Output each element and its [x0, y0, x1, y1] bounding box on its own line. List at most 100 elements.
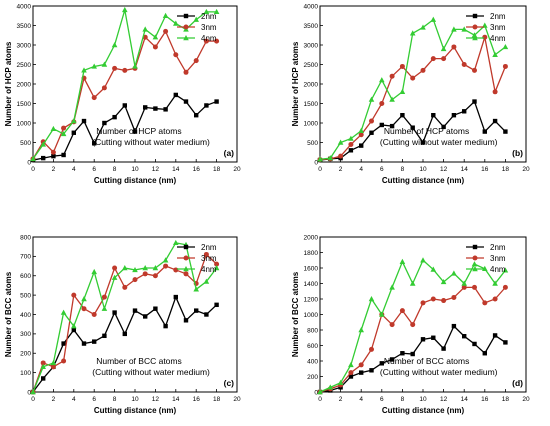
data-point [50, 359, 57, 366]
y-tick-label: 300 [20, 331, 31, 338]
legend-label: 2nm [490, 243, 506, 252]
data-point [482, 265, 488, 271]
y-tick-label: 3500 [304, 23, 319, 30]
data-point [203, 8, 210, 15]
data-point [338, 153, 344, 159]
data-point [173, 239, 179, 246]
y-tick-label: 2000 [304, 234, 319, 241]
data-point [214, 38, 220, 44]
data-point [472, 284, 477, 290]
series-line [32, 295, 218, 393]
legend-label: 2nm [201, 243, 217, 252]
y-tick-label: 1600 [304, 265, 319, 272]
data-point [461, 62, 467, 67]
series-2nm [317, 323, 508, 395]
data-point [60, 309, 67, 315]
y-tick-label: 3500 [17, 23, 32, 30]
data-point [92, 141, 97, 146]
x-tick-label: 6 [380, 396, 384, 403]
x-tick-label: 20 [522, 166, 530, 173]
data-point [111, 274, 118, 280]
data-point [102, 333, 107, 339]
data-point [420, 300, 426, 306]
data-point [472, 67, 477, 73]
data-point [431, 335, 436, 340]
data-point [91, 268, 97, 275]
data-point [143, 314, 148, 319]
data-point [379, 122, 384, 128]
data-point [153, 106, 158, 111]
data-point [327, 384, 334, 390]
annotation-title: Number of BCC atoms [384, 356, 470, 366]
data-point [71, 130, 76, 135]
data-point [502, 63, 508, 69]
data-point [203, 278, 210, 284]
legend-label: 4nm [490, 34, 506, 43]
legend-label: 4nm [201, 265, 217, 274]
data-point [430, 296, 436, 302]
data-point [203, 251, 209, 257]
data-point [431, 113, 436, 118]
x-axis-label: Cutting distance (nm) [382, 406, 465, 415]
data-point [368, 296, 375, 302]
data-point [142, 26, 148, 32]
data-point [502, 267, 509, 273]
data-point [51, 153, 56, 159]
data-point [81, 118, 87, 124]
data-point [152, 44, 158, 50]
data-point [61, 341, 66, 346]
legend-marker [472, 13, 478, 19]
data-point [122, 284, 128, 290]
data-point [163, 323, 168, 329]
data-point [71, 292, 77, 298]
data-point [503, 340, 508, 345]
data-point [317, 389, 323, 395]
legend-label: 3nm [490, 254, 506, 263]
data-point [132, 266, 138, 273]
y-axis-label: Number of BCC atoms [291, 271, 300, 357]
data-point [400, 113, 405, 118]
annotation-subtitle: (Cutting without water medium) [92, 367, 210, 377]
legend-marker [183, 255, 189, 261]
x-tick-label: 10 [131, 396, 139, 403]
panel-label: (a) [224, 148, 235, 158]
data-point [409, 30, 416, 36]
data-point [379, 311, 385, 317]
data-point [112, 310, 117, 315]
data-point [91, 63, 97, 69]
data-point [379, 77, 385, 83]
data-point [451, 113, 457, 118]
legend-marker [472, 244, 478, 250]
legend-marker [183, 35, 189, 41]
x-tick-label: 14 [172, 396, 180, 403]
y-tick-label: 1200 [304, 296, 319, 303]
legend-label: 3nm [201, 23, 217, 32]
data-point [214, 99, 219, 104]
data-point [71, 323, 77, 329]
data-point [492, 333, 498, 338]
y-tick-label: 1400 [304, 281, 319, 288]
panel-4: 0 2 4 6 8 10 12 14 16 18 2002004006008001000120014… [291, 234, 530, 415]
data-point [369, 346, 374, 352]
legend-marker [472, 35, 478, 41]
data-point [111, 42, 118, 48]
data-point [50, 149, 56, 155]
data-point [337, 139, 344, 145]
data-point [317, 156, 323, 162]
x-tick-label: 0 [318, 396, 322, 403]
y-tick-label: 700 [20, 254, 31, 261]
data-point [41, 376, 46, 381]
data-point [399, 88, 406, 94]
legend-marker [183, 266, 189, 272]
data-point [492, 296, 498, 302]
legend-marker [472, 24, 478, 30]
data-point [71, 118, 77, 124]
y-tick-label: 0 [27, 159, 31, 166]
data-point [30, 389, 36, 395]
x-tick-label: 12 [152, 166, 160, 173]
x-tick-label: 20 [522, 396, 530, 403]
data-point [41, 155, 46, 161]
panel-label: (d) [512, 378, 523, 388]
data-point [112, 114, 117, 120]
